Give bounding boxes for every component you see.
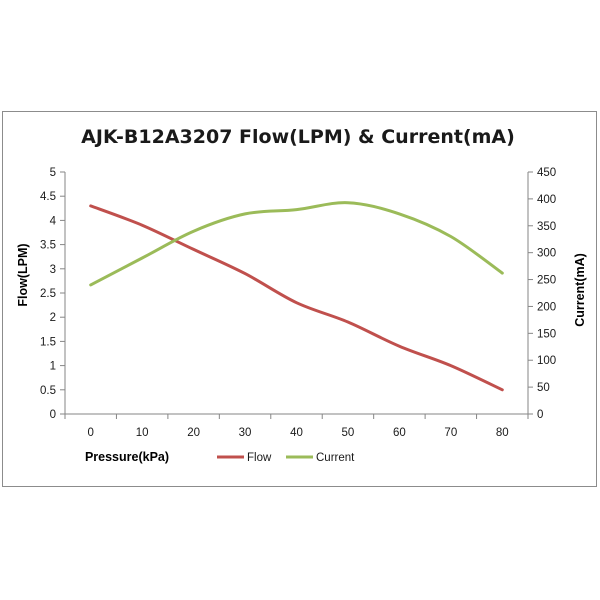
x-tick-label: 0 bbox=[88, 427, 94, 439]
chart-frame bbox=[2, 111, 597, 487]
y2-tick-label: 450 bbox=[537, 167, 556, 179]
x-tick-label: 30 bbox=[239, 427, 252, 439]
y-tick-label: 2 bbox=[50, 312, 56, 324]
x-tick-label: 70 bbox=[444, 427, 457, 439]
x-tick-label: 10 bbox=[136, 427, 149, 439]
y-tick-label: 4.5 bbox=[40, 191, 56, 203]
y2-tick-label: 50 bbox=[537, 382, 550, 394]
chart-title: AJK-B12A3207 Flow(LPM) & Current(mA) bbox=[81, 126, 515, 148]
x-tick-label: 60 bbox=[393, 427, 406, 439]
y2-tick-label: 200 bbox=[537, 301, 556, 313]
y-tick-label: 5 bbox=[50, 167, 56, 179]
y2-tick-label: 300 bbox=[537, 248, 556, 260]
x-tick-label: 50 bbox=[342, 427, 355, 439]
y2-tick-label: 150 bbox=[537, 328, 556, 340]
series-line-flow bbox=[89, 204, 504, 392]
y-tick-label: 3.5 bbox=[40, 240, 56, 252]
x-axis-label: Pressure(kPa) bbox=[85, 450, 169, 464]
series-line-current bbox=[89, 201, 504, 287]
plot-area: 00.511.522.533.544.550501001502002503003… bbox=[40, 167, 556, 439]
y2-tick-label: 0 bbox=[537, 409, 543, 421]
y-tick-label: 4 bbox=[50, 215, 57, 227]
y2-tick-label: 400 bbox=[537, 194, 556, 206]
y-tick-label: 1.5 bbox=[40, 336, 56, 348]
legend-label-current: Current bbox=[316, 452, 355, 464]
y-tick-label: 2.5 bbox=[40, 288, 56, 300]
legend-label-flow: Flow bbox=[247, 452, 272, 464]
y2-tick-label: 250 bbox=[537, 275, 556, 287]
y2-tick-label: 100 bbox=[537, 355, 556, 367]
y-tick-label: 0 bbox=[50, 409, 56, 421]
y-tick-label: 1 bbox=[50, 361, 56, 373]
y-tick-label: 0.5 bbox=[40, 385, 56, 397]
y-tick-label: 3 bbox=[50, 264, 56, 276]
x-tick-label: 20 bbox=[187, 427, 200, 439]
x-tick-label: 80 bbox=[496, 427, 509, 439]
y2-axis-label: Current(mA) bbox=[573, 253, 587, 327]
y2-tick-label: 350 bbox=[537, 221, 556, 233]
x-tick-label: 40 bbox=[290, 427, 303, 439]
legend: Flow Current bbox=[217, 452, 355, 464]
y-axis-label: Flow(LPM) bbox=[16, 243, 30, 306]
